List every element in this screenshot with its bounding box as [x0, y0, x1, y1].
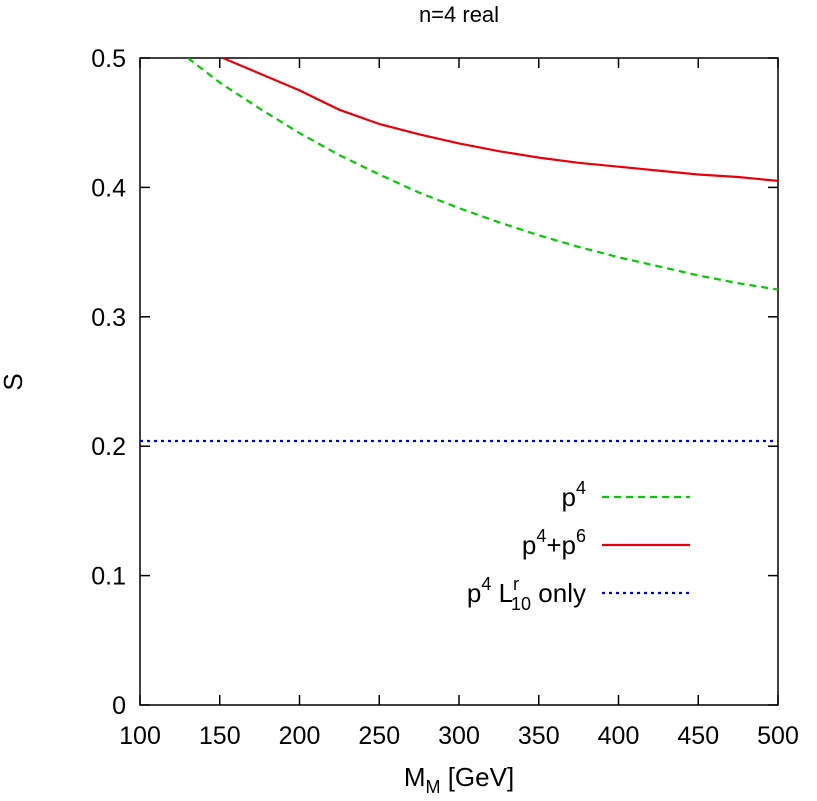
y-tick-label: 0.2	[91, 433, 126, 461]
x-tick-label: 200	[279, 722, 321, 750]
x-tick-label: 100	[119, 722, 161, 750]
chart-title: n=4 real	[419, 2, 499, 27]
x-axis-label: MM [GeV]	[404, 762, 514, 797]
legend-label-p4p6: p4+p6	[522, 526, 586, 560]
x-tick-label: 500	[757, 722, 799, 750]
legend-label-part: 4	[576, 478, 586, 498]
y-tick-label: 0.3	[91, 304, 126, 332]
x-axis-label-sub: M	[425, 777, 440, 797]
legend-label-p4L10: p4 Lr 10 only	[467, 574, 586, 614]
plot-frame	[139, 57, 779, 706]
series-line-p4p6	[222, 58, 778, 182]
legend-label-part: 4	[481, 574, 491, 594]
legend-label-part: 10	[511, 594, 531, 614]
plot-area-border	[139, 57, 779, 706]
x-axis-label-rest: [GeV]	[440, 762, 514, 792]
x-axis-label-main: M	[404, 762, 426, 792]
series-layer	[140, 58, 778, 443]
legend-label-part: only	[531, 578, 586, 608]
y-tick-label: 0.1	[91, 563, 126, 591]
legend-label-part: p	[522, 530, 536, 560]
series-line-p4	[187, 58, 778, 291]
x-tick-label: 450	[677, 722, 719, 750]
legend-label-part: L	[491, 578, 513, 608]
y-tick-label: 0.5	[91, 45, 126, 73]
x-tick-label: 350	[518, 722, 560, 750]
legend-label-part: 4	[536, 526, 546, 546]
legend-label-part: 6	[576, 526, 586, 546]
y-tick-label: 0	[112, 692, 126, 720]
legend-label-p4: p4	[562, 478, 586, 512]
x-tick-label: 400	[598, 722, 640, 750]
x-tick-label: 150	[199, 722, 241, 750]
tick-layer: 100 150 200 250 300 350 400 450 500 0 0.1 0.2 0.3 0.4…	[91, 45, 799, 750]
legend-label-part: p	[562, 482, 576, 512]
x-tick-label: 250	[358, 722, 400, 750]
x-tick-label: 300	[438, 722, 480, 750]
y-tick-label: 0.4	[91, 174, 126, 202]
legend-label-part: +p	[546, 530, 576, 560]
legend-label-part: r	[513, 574, 519, 594]
y-axis-label: S	[0, 373, 28, 390]
legend-label-part: p	[467, 578, 481, 608]
